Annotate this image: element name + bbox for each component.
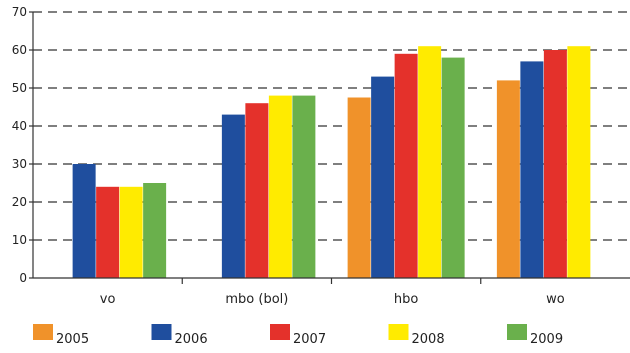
axes: 0 10 20 30 40 50 60 70 vo mbo (bol) hbo wo [12, 5, 630, 307]
bar [245, 103, 269, 278]
bar [96, 186, 120, 278]
legend-swatch [388, 324, 409, 340]
bar [143, 183, 167, 278]
x-category-label: vo [100, 292, 116, 307]
y-tick-label: 50 [12, 81, 27, 95]
x-category-label: mbo (bol) [225, 292, 288, 307]
bar [441, 57, 465, 278]
bar [567, 46, 591, 279]
bar [119, 186, 143, 278]
legend-label: 2008 [412, 332, 445, 347]
y-tick-label: 10 [12, 233, 27, 247]
bar [496, 80, 520, 279]
y-tick-label: 30 [12, 157, 27, 171]
bar [371, 76, 395, 278]
bar [72, 164, 96, 278]
y-tick-label: 70 [12, 5, 27, 19]
bar [394, 53, 418, 278]
legend-label: 2009 [530, 332, 563, 347]
bar [520, 61, 544, 279]
legend-label: 2006 [175, 332, 208, 347]
legend-swatch [507, 324, 527, 340]
bar [347, 97, 371, 278]
legend-swatch [270, 324, 290, 340]
bar [221, 114, 245, 278]
legend: 2005 2006 2007 2008 2009 [33, 324, 563, 347]
bar [418, 46, 442, 279]
legend-label: 2007 [293, 332, 326, 347]
x-category-label: wo [546, 292, 565, 307]
bar [292, 95, 316, 278]
bar [543, 50, 567, 278]
legend-label: 2005 [56, 332, 89, 347]
x-category-label: hbo [394, 292, 418, 307]
bars [72, 46, 591, 279]
y-tick-label: 60 [12, 43, 27, 57]
bar [268, 95, 292, 278]
legend-swatch [33, 324, 53, 340]
y-tick-label: 40 [12, 119, 27, 133]
y-tick-label: 0 [19, 271, 27, 285]
legend-swatch [151, 324, 172, 340]
y-tick-label: 20 [12, 195, 27, 209]
